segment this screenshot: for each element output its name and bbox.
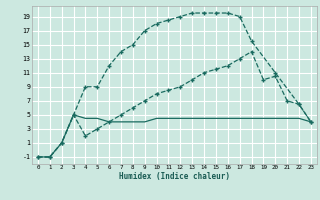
X-axis label: Humidex (Indice chaleur): Humidex (Indice chaleur) (119, 172, 230, 181)
